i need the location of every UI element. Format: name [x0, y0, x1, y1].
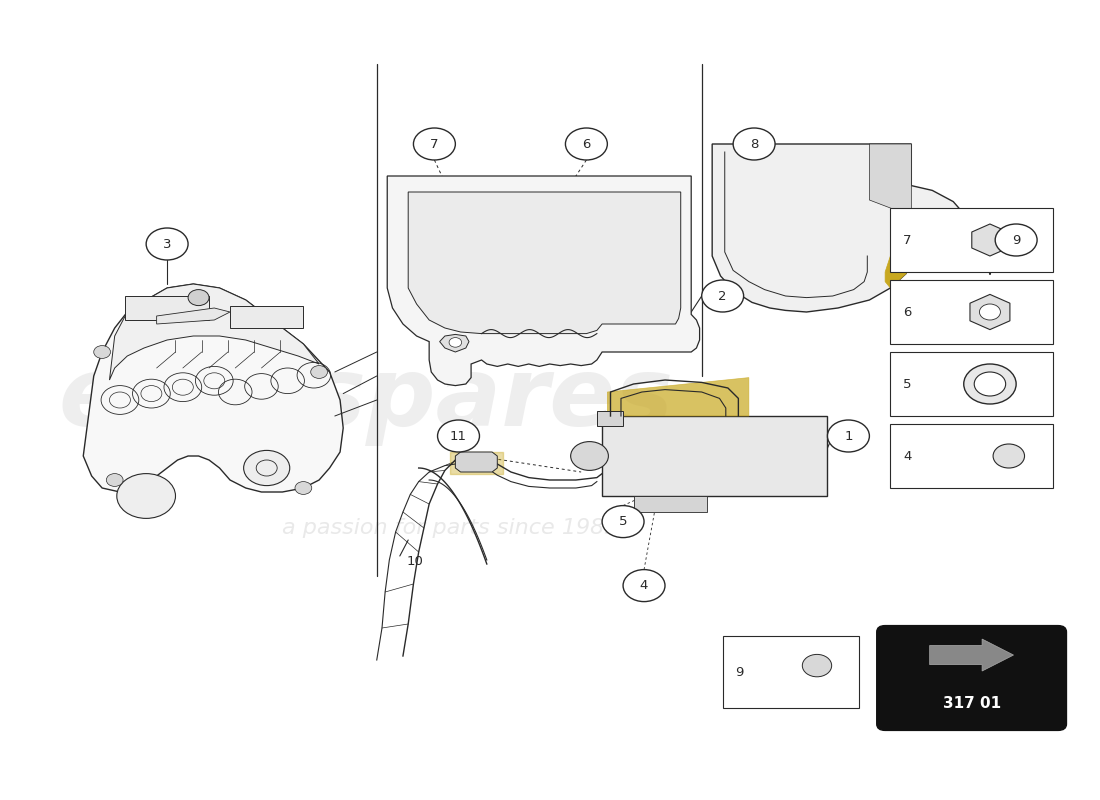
- Circle shape: [94, 346, 110, 358]
- Circle shape: [623, 570, 666, 602]
- Bar: [723, 636, 859, 708]
- Bar: [602, 416, 827, 496]
- Text: 8: 8: [750, 138, 758, 150]
- Circle shape: [295, 482, 311, 494]
- Bar: [597, 411, 623, 426]
- Circle shape: [565, 128, 607, 160]
- FancyBboxPatch shape: [877, 626, 1067, 730]
- Bar: [230, 306, 304, 328]
- Circle shape: [449, 338, 462, 347]
- Circle shape: [602, 506, 644, 538]
- Polygon shape: [455, 452, 497, 472]
- Circle shape: [702, 280, 744, 312]
- Text: 317 01: 317 01: [943, 696, 1001, 711]
- Text: a passion for parts since 1985: a passion for parts since 1985: [282, 518, 618, 538]
- Circle shape: [827, 420, 869, 452]
- Circle shape: [243, 450, 289, 486]
- Polygon shape: [156, 308, 230, 324]
- Text: 9: 9: [1012, 234, 1021, 246]
- Circle shape: [107, 474, 123, 486]
- Text: 5: 5: [903, 378, 912, 390]
- Text: 4: 4: [640, 579, 648, 592]
- Polygon shape: [84, 284, 343, 492]
- Circle shape: [146, 228, 188, 260]
- Polygon shape: [712, 144, 969, 312]
- Text: 6: 6: [903, 306, 911, 318]
- Circle shape: [996, 224, 1037, 256]
- Text: eurospares: eurospares: [58, 354, 674, 446]
- Text: 4: 4: [903, 450, 911, 462]
- Bar: [890, 352, 1053, 416]
- Text: 5: 5: [619, 515, 627, 528]
- Circle shape: [188, 290, 209, 306]
- Polygon shape: [110, 284, 319, 380]
- Circle shape: [993, 444, 1024, 468]
- Circle shape: [310, 366, 328, 378]
- Text: 10: 10: [406, 555, 424, 568]
- Text: 2: 2: [718, 290, 727, 302]
- Circle shape: [438, 420, 480, 452]
- Polygon shape: [869, 144, 911, 216]
- Polygon shape: [408, 192, 681, 334]
- Polygon shape: [886, 240, 911, 288]
- Bar: [890, 280, 1053, 344]
- Text: 6: 6: [582, 138, 591, 150]
- Polygon shape: [970, 294, 1010, 330]
- Circle shape: [733, 128, 775, 160]
- Bar: [125, 296, 209, 320]
- Text: 7: 7: [430, 138, 439, 150]
- Bar: [634, 496, 707, 512]
- Circle shape: [975, 372, 1005, 396]
- Bar: [890, 208, 1053, 272]
- Circle shape: [979, 304, 1000, 320]
- Polygon shape: [930, 639, 1013, 671]
- Polygon shape: [971, 224, 1008, 256]
- Bar: [890, 424, 1053, 488]
- Polygon shape: [440, 334, 469, 352]
- Text: 1: 1: [844, 430, 852, 442]
- Circle shape: [571, 442, 608, 470]
- Polygon shape: [607, 378, 749, 416]
- Circle shape: [802, 654, 832, 677]
- Text: 11: 11: [450, 430, 468, 442]
- Text: 9: 9: [735, 666, 744, 678]
- Text: 7: 7: [903, 234, 912, 246]
- Polygon shape: [387, 176, 700, 386]
- Circle shape: [414, 128, 455, 160]
- Circle shape: [964, 364, 1016, 404]
- Text: 3: 3: [163, 238, 172, 250]
- Circle shape: [117, 474, 176, 518]
